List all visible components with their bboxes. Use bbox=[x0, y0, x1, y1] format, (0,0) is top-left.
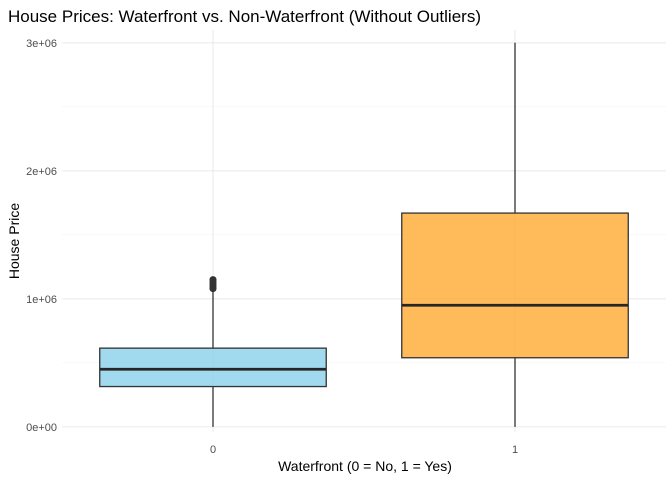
box-0 bbox=[99, 276, 327, 427]
x-tick-label: 1 bbox=[512, 444, 518, 456]
outlier-point bbox=[209, 276, 217, 284]
iqr-box bbox=[99, 347, 327, 388]
y-tick-label: 0e+00 bbox=[26, 422, 57, 434]
x-axis-title: Waterfront (0 = No, 1 = Yes) bbox=[278, 458, 452, 474]
iqr-box bbox=[401, 212, 629, 359]
y-tick-label: 3e+06 bbox=[26, 38, 57, 50]
y-tick-label: 2e+06 bbox=[26, 166, 57, 178]
x-tick-label: 0 bbox=[210, 444, 216, 456]
y-axis-ticks: 0e+00 1e+06 2e+06 3e+06 bbox=[26, 38, 57, 434]
box-series bbox=[99, 42, 629, 427]
y-axis-title: House Price bbox=[6, 203, 22, 279]
box-1 bbox=[401, 42, 629, 427]
y-tick-label: 1e+06 bbox=[26, 294, 57, 306]
chart-title: House Prices: Waterfront vs. Non-Waterfr… bbox=[8, 7, 481, 26]
